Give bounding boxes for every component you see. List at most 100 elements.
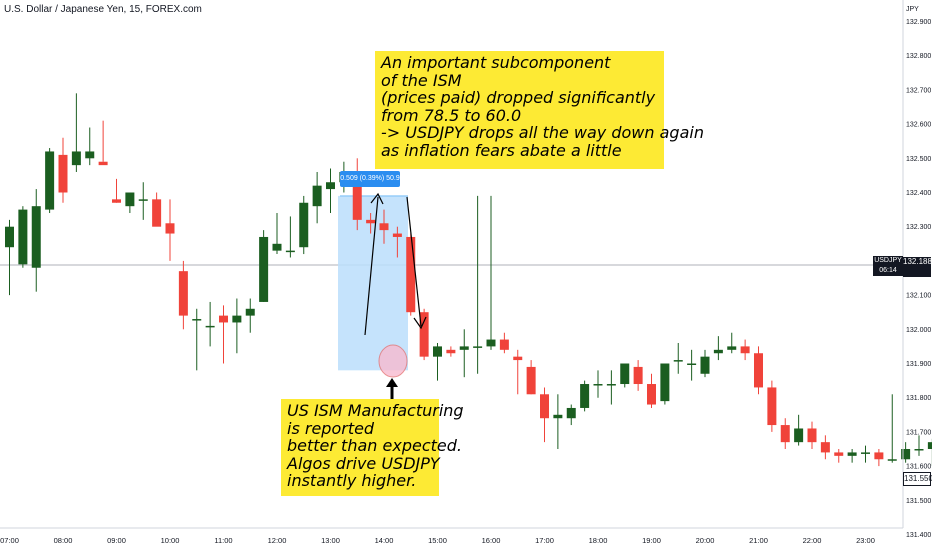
candle-down [647,384,656,405]
candle-up [138,199,148,201]
price-tick-label: 131.900 [906,361,931,368]
price-tick-label: 132.400 [906,190,931,197]
candle-down [807,428,817,443]
candle-up [687,363,697,365]
time-tick-label: 21:00 [749,536,768,545]
drop-arrow-line [406,196,422,327]
candle-down [152,199,162,227]
note-line: instantly higher. [287,471,417,490]
candle-up [259,236,269,302]
candle-down [874,452,884,460]
candle-down [392,233,402,237]
candle-up [927,442,932,449]
candle-up [299,202,309,248]
candle-down [834,452,844,456]
drop-arrow-head [413,316,427,330]
candle-up [700,356,710,374]
candle-down [526,366,536,395]
annotation-ism-release[interactable]: US ISM Manufacturing is reported better … [281,399,464,496]
candle-up [606,384,616,386]
candle-up [861,452,870,454]
current-price-value: 132.188 [903,257,932,266]
candle-up [18,209,28,265]
candle-up [794,428,804,443]
candle-up [272,243,282,251]
time-tick-label: 20:00 [696,536,715,545]
candle-up [85,151,95,159]
currency-label: JPY [906,6,919,13]
time-tick-label: 22:00 [803,536,822,545]
time-tick-label: 10:00 [161,536,180,545]
price-tick-label: 131.400 [906,532,931,539]
candle-down [219,315,228,323]
measure-tool-layer [338,195,408,371]
time-tick-label: 23:00 [856,536,875,545]
time-tick-label: 19:00 [642,536,661,545]
candle-down [112,199,121,203]
candle-up [205,325,215,328]
candle-up [914,449,924,451]
candle-down [446,349,456,354]
rise-arrow-line [364,196,379,336]
candle-up [45,151,55,210]
time-tick-label: 12:00 [268,536,287,545]
candle-up [713,349,723,354]
time-tick-label: 15:00 [428,536,447,545]
candle-down [366,219,376,224]
price-tick-label: 132.700 [906,87,931,94]
candle-up [847,452,857,456]
note-line: from 78.5 to 60.0 [381,105,522,125]
candles-layer [5,93,932,467]
price-tick-label: 132.100 [906,293,931,300]
candle-up [901,449,911,460]
note-line: (prices paid) dropped significantly [381,88,656,107]
candle-down [740,346,750,354]
candle-up [727,346,737,350]
note-line: better than expected. [287,436,462,455]
annotation-prices-paid[interactable]: An important subcomponent of the ISM (pr… [375,51,704,169]
price-tag-countdown: 06:14 [879,267,897,274]
price-tag-symbol: USDJPY [874,257,902,264]
price-tick-label: 131.700 [906,429,931,436]
candle-up [593,384,603,386]
candle-down [820,442,830,453]
candle-up [232,315,242,323]
price-tick-label: 131.500 [906,498,931,505]
candle-up [285,250,295,253]
note-line: An important subcomponent [381,53,611,72]
price-tick-label: 132.300 [906,224,931,231]
candle-down [513,356,523,361]
candle-up [887,459,897,461]
candle-down [379,223,389,231]
candle-up [566,407,576,419]
candle-down [767,387,777,426]
candle-up [245,308,255,316]
note-line: Algos drive USDJPY [287,453,440,473]
candle-down [98,161,108,166]
time-tick-label: 18:00 [589,536,608,545]
price-tick-label: 131.800 [906,395,931,402]
price-tick-label: 132.800 [906,53,931,60]
candle-down [499,339,509,350]
rise-arrow-head [370,192,384,205]
candle-up [660,363,670,402]
candle-down [58,154,68,193]
candle-up [125,192,135,207]
time-tick-label: 08:00 [54,536,73,545]
candle-up [580,384,590,408]
price-tick-label: 132.900 [906,19,931,26]
candle-up [459,346,469,350]
symbol-title: U.S. Dollar / Japanese Yen, 15, FOREX.co… [4,4,202,15]
note-line: -> USDJPY drops all the way down again [381,123,704,142]
candle-down [406,236,416,313]
measure-label: 0.509 (0.39%) 50.9 [340,171,400,187]
last-price-tag: 131.550 [903,472,932,486]
note-line: as inflation fears abate a little [381,140,622,160]
symbol-price-tag: USDJPY 06:14 [873,256,903,276]
candle-down [178,271,188,316]
price-tick-label: 131.600 [906,464,931,471]
current-price-tag: 132.188 [903,257,932,277]
release-up-arrow-head [386,378,398,387]
